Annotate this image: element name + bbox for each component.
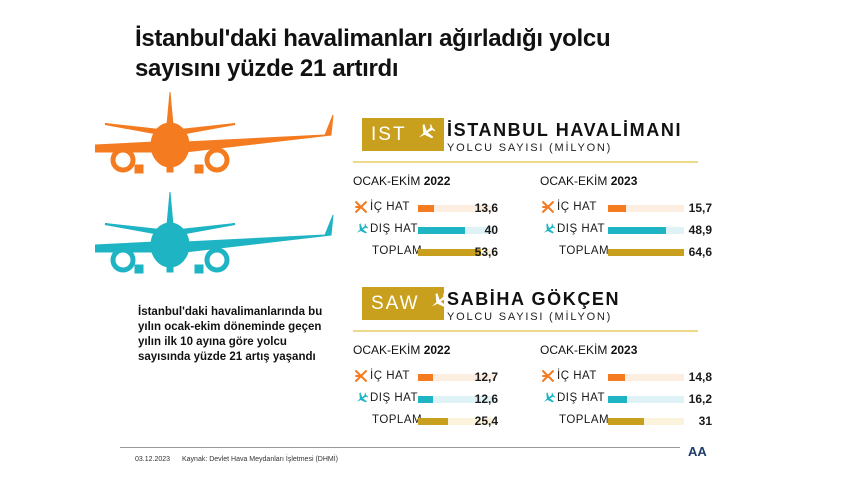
bar-track — [608, 418, 684, 425]
bar-domestic — [608, 205, 626, 212]
bar-track — [418, 227, 494, 234]
bar-value: 48,9 — [688, 223, 712, 237]
plane-icon — [415, 122, 436, 148]
footer-date: 03.12.2023 — [135, 456, 171, 463]
divider — [353, 330, 698, 332]
bar-track — [608, 396, 684, 403]
planes-illustration — [95, 91, 334, 274]
row-label: TOPLAM — [559, 414, 610, 426]
bar-total — [418, 418, 448, 425]
row-label: İÇ HAT — [370, 201, 410, 213]
orange-plane-icon — [95, 91, 334, 174]
bar-value: 12,6 — [474, 392, 498, 406]
teal-plane-icon — [95, 191, 334, 274]
ist-badge: IST — [362, 118, 444, 151]
bar-international — [418, 396, 433, 403]
bar-value: 64,6 — [688, 245, 712, 259]
bar-domestic — [418, 205, 434, 212]
bar-value: 16,2 — [688, 392, 712, 406]
plane-takeoff-icon — [541, 200, 555, 219]
period-header: OCAK-EKİM 2022 — [353, 343, 451, 357]
plane-takeoff-icon — [541, 369, 555, 388]
row-label: DIŞ HAT — [370, 223, 419, 235]
bar-track — [608, 205, 684, 212]
bar-total — [418, 249, 481, 256]
row-label: İÇ HAT — [557, 201, 597, 213]
saw-badge: SAW — [362, 287, 449, 320]
bar-value: 14,8 — [688, 370, 712, 384]
row-label: İÇ HAT — [557, 370, 597, 382]
bar-value: 15,7 — [688, 201, 712, 215]
footer-source: Kaynak: Devlet Hava Meydanları İşletmesi… — [182, 456, 338, 463]
airport-subtitle: YOLCU SAYISI (MİLYON) — [447, 311, 613, 323]
bar-value: 25,4 — [474, 414, 498, 428]
aa-logo: AA — [688, 444, 707, 459]
bar-value: 40 — [484, 223, 498, 237]
row-label: TOPLAM — [372, 245, 423, 257]
bar-track — [608, 227, 684, 234]
plane-icon — [354, 391, 369, 410]
bar-track — [418, 396, 494, 403]
period-header: OCAK-EKİM 2023 — [540, 343, 638, 357]
plane-icon — [541, 222, 556, 241]
bar-value: 13,6 — [474, 201, 498, 215]
airport-subtitle: YOLCU SAYISI (MİLYON) — [447, 142, 613, 154]
plane-icon — [428, 291, 449, 317]
bar-track — [418, 249, 494, 256]
description-text: İstanbul'daki havalimanlarında bu yılın … — [138, 306, 323, 363]
bar-value: 12,7 — [474, 370, 498, 384]
period-header: OCAK-EKİM 2023 — [540, 174, 638, 188]
bar-total — [608, 249, 684, 256]
bar-domestic — [418, 374, 433, 381]
footer-divider — [120, 447, 680, 448]
bar-track — [418, 205, 494, 212]
bar-value: 31 — [698, 414, 712, 428]
row-label: TOPLAM — [559, 245, 610, 257]
divider — [353, 161, 698, 163]
row-label: İÇ HAT — [370, 370, 410, 382]
airport-title: SABİHA GÖKÇEN — [447, 289, 621, 309]
bar-track — [608, 249, 684, 256]
bar-international — [608, 227, 666, 234]
bar-track — [418, 418, 494, 425]
plane-icon — [541, 391, 556, 410]
row-label: DIŞ HAT — [557, 392, 606, 404]
bar-domestic — [608, 374, 625, 381]
period-header: OCAK-EKİM 2022 — [353, 174, 451, 188]
bar-track — [608, 374, 684, 381]
bar-value: 53,6 — [474, 245, 498, 259]
plane-icon — [354, 222, 369, 241]
page-title: İstanbul'daki havalimanları ağırladığı y… — [135, 25, 611, 82]
row-label: DIŞ HAT — [370, 392, 419, 404]
airport-title: İSTANBUL HAVALİMANI — [447, 120, 683, 140]
bar-track — [418, 374, 494, 381]
row-label: TOPLAM — [372, 414, 423, 426]
bar-international — [418, 227, 465, 234]
bar-total — [608, 418, 644, 425]
plane-takeoff-icon — [354, 369, 368, 388]
bar-international — [608, 396, 627, 403]
row-label: DIŞ HAT — [557, 223, 606, 235]
plane-takeoff-icon — [354, 200, 368, 219]
